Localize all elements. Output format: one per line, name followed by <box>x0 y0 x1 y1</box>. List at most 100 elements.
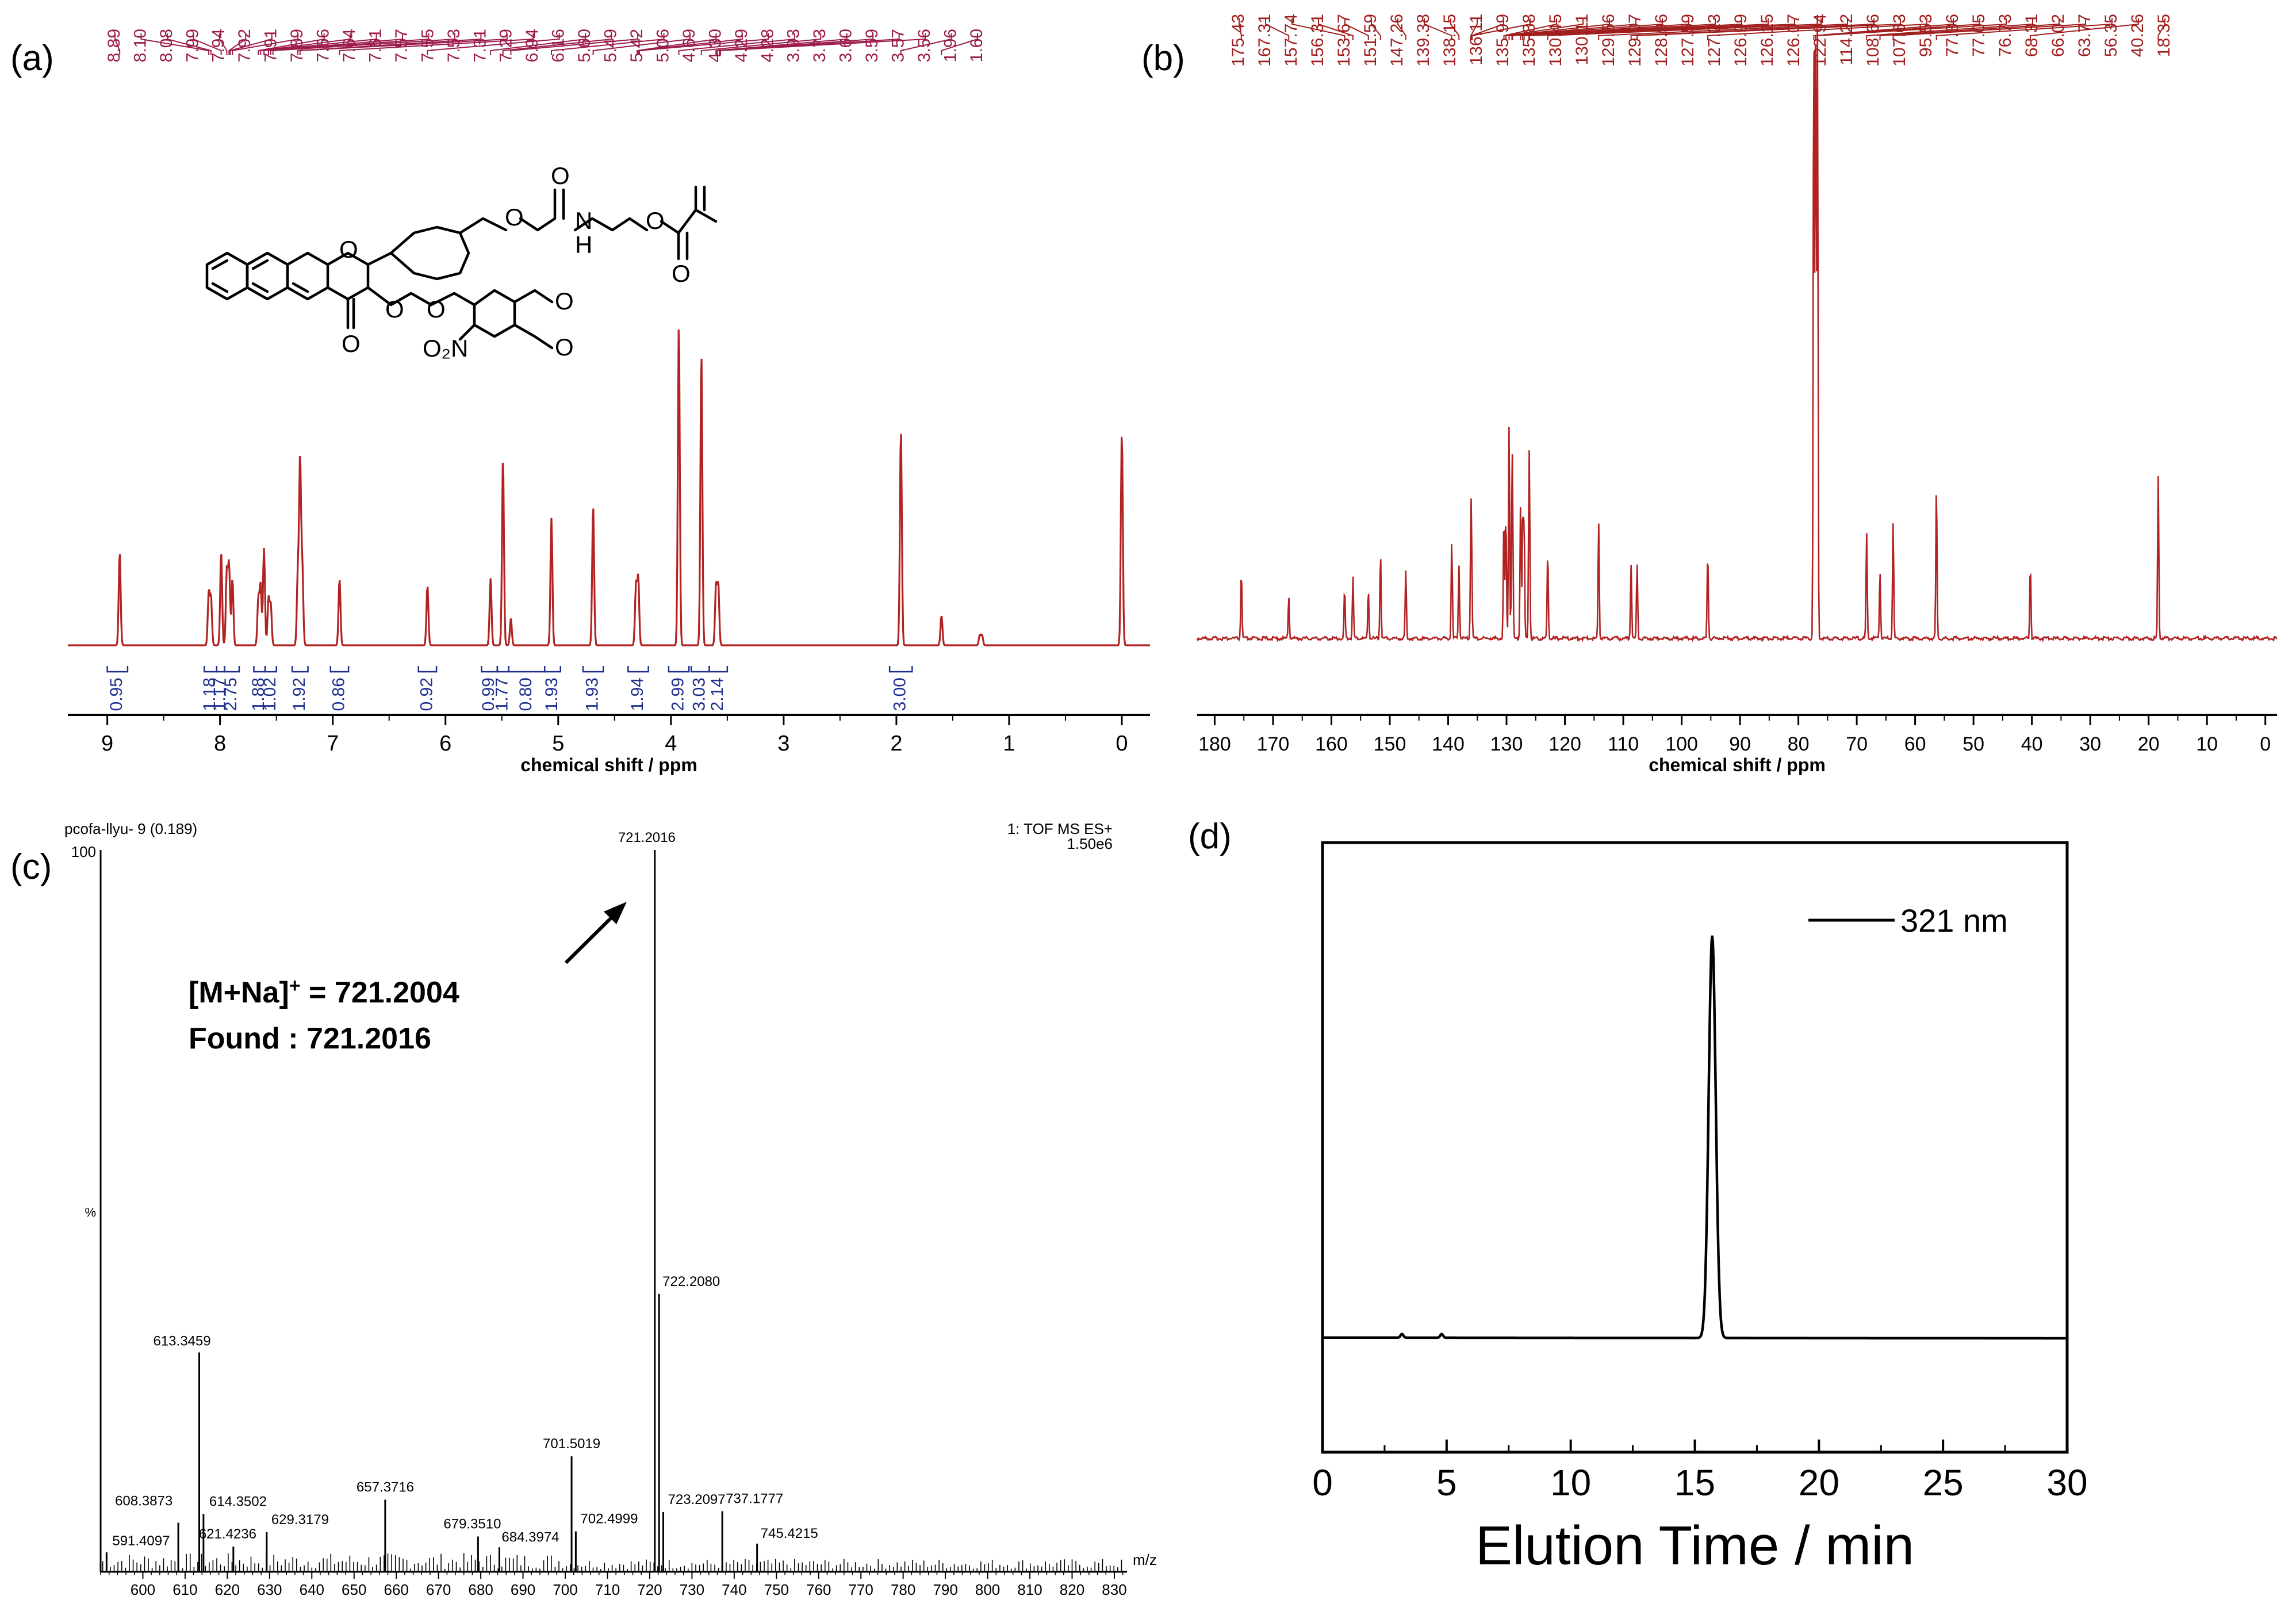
x-tick-label: 20 <box>2138 733 2160 755</box>
legend-label: 321 nm <box>1900 902 2008 939</box>
peak-leader-line <box>638 33 769 55</box>
peak-leader-line <box>1892 18 2086 40</box>
peak-shift-label: 3.57 <box>889 29 908 62</box>
spectrum-trace <box>68 329 1150 646</box>
x-tick-label: 600 <box>131 1581 155 1598</box>
atom-o-carbamate: O <box>505 204 524 231</box>
x-tick-label: 30 <box>2046 1462 2087 1503</box>
integration-value: 1.93 <box>582 677 601 711</box>
peak-leader-line <box>1505 18 1584 40</box>
integration-bracket <box>253 666 266 673</box>
x-tick-label: 730 <box>680 1581 704 1598</box>
integration-value: 0.95 <box>107 677 126 711</box>
peak-leader-line <box>719 33 900 55</box>
peak-leader-line <box>114 33 121 55</box>
integration-bracket <box>627 666 649 673</box>
peak-shift-label: 153.67 <box>1335 14 1354 67</box>
x-tick-label: 620 <box>215 1581 240 1598</box>
x-tick-label: 130 <box>1490 733 1523 755</box>
header-right-intensity: 1.50e6 <box>1067 835 1113 852</box>
peak-shift-label: 130.45 <box>1546 14 1565 67</box>
x-tick-label: 180 <box>1198 733 1231 755</box>
ms-peak-label: 614.3502 <box>209 1494 267 1510</box>
peak-shift-label: 127.59 <box>1678 14 1697 67</box>
x-tick-label: 50 <box>1962 733 1984 755</box>
integration-value: 1.02 <box>260 677 279 711</box>
peak-shift-label: 126.07 <box>1784 14 1803 67</box>
x-tick-label: 2 <box>890 732 902 756</box>
atom-o-methoxy2: O <box>555 334 574 361</box>
peak-shift-label: 8.89 <box>105 29 124 62</box>
peak-leader-line <box>1471 18 1504 40</box>
peak-leader-line <box>140 33 210 55</box>
peak-shift-label: 128.96 <box>1652 14 1671 67</box>
integration-value: 1.93 <box>542 677 561 711</box>
peak-shift-label: 7.29 <box>497 29 516 62</box>
peak-shift-label: 126.15 <box>1758 14 1777 67</box>
ms-peak-label: 701.5019 <box>543 1436 600 1452</box>
x-tick-label: 610 <box>173 1581 197 1598</box>
peak-leader-line <box>229 33 273 55</box>
peak-shift-label: 5.60 <box>575 29 594 62</box>
annotation-found: Found : 721.2016 <box>189 1022 431 1055</box>
peak-leader-line <box>1598 18 1848 40</box>
panel-d-chromatogram: 0 5 10 15 20 25 30 Elution Time / min 321 nm <box>1312 841 2088 1576</box>
x-tick-label: 750 <box>764 1581 789 1598</box>
atom-o-carbonyl: O <box>342 330 361 357</box>
peak-leader-line <box>272 33 455 55</box>
peak-leader-line <box>1866 18 2033 40</box>
x-tick-label: 680 <box>468 1581 493 1598</box>
x-tick-label: 0 <box>1312 1462 1333 1503</box>
peak-shift-label: 167.31 <box>1255 14 1274 67</box>
x-tick-label: 140 <box>1432 733 1465 755</box>
peak-leader-line <box>1636 18 1901 40</box>
peak-shift-label: 63.77 <box>2075 14 2094 57</box>
peak-leader-line <box>1508 18 1610 40</box>
integration-value: 1.17 <box>210 677 229 711</box>
integration-value: 2.14 <box>708 677 727 711</box>
peak-leader-line <box>1450 18 1460 40</box>
ms-peak-label: 591.4097 <box>112 1533 170 1549</box>
peak-leader-line <box>490 33 587 55</box>
peak-leader-line <box>1547 18 1822 40</box>
peak-leader-line <box>193 33 222 55</box>
integration-bracket <box>291 666 309 673</box>
ms-peak-label: 629.3179 <box>271 1512 329 1528</box>
x-tick-label: 4 <box>665 732 677 756</box>
peak-shift-label: 114.22 <box>1837 14 1856 66</box>
annotation-calculated: [M+Na]+ = 721.2004 <box>189 975 459 1009</box>
peak-shift-label: 95.53 <box>1916 14 1935 57</box>
x-tick-label: 90 <box>1729 733 1751 755</box>
peak-shift-label: 56.35 <box>2102 14 2121 57</box>
atom-o-ester-co: O <box>672 260 691 287</box>
integration-bracket <box>496 666 509 673</box>
peak-leader-line <box>1528 18 1795 40</box>
peak-leader-line <box>270 33 430 55</box>
integration-value: 1.92 <box>290 677 309 711</box>
peak-shift-label: 151.59 <box>1361 14 1380 67</box>
peak-leader-line <box>228 33 247 55</box>
peak-shift-label: 129.56 <box>1599 14 1618 67</box>
x-tick-label: 700 <box>553 1581 577 1598</box>
atom-o-ring: O <box>339 236 358 263</box>
x-tick-label: 110 <box>1608 733 1639 755</box>
peak-leader-line <box>700 33 822 55</box>
x-tick-label: 9 <box>101 732 113 756</box>
integration-value: 3.03 <box>690 677 709 711</box>
integration-value: 2.99 <box>668 677 687 711</box>
integration-bracket <box>690 666 710 673</box>
ms-peak-label: 745.4215 <box>761 1526 818 1541</box>
peak-shift-label: 3.59 <box>863 29 881 62</box>
series-line <box>1323 935 2067 1340</box>
peak-leader-line <box>260 33 351 55</box>
peak-leader-line <box>1470 18 1478 40</box>
x-tick-label: 70 <box>1846 733 1868 755</box>
atom-o-ether2: O <box>427 296 446 323</box>
peak-leader-line <box>720 33 926 55</box>
peak-shift-label: 147.26 <box>1387 14 1406 67</box>
integration-bracket <box>106 666 129 673</box>
peak-leader-line <box>263 33 377 55</box>
integration-bracket <box>216 666 225 673</box>
panel-label-b: (b) <box>1141 39 1185 78</box>
integration-bracket <box>888 666 913 673</box>
